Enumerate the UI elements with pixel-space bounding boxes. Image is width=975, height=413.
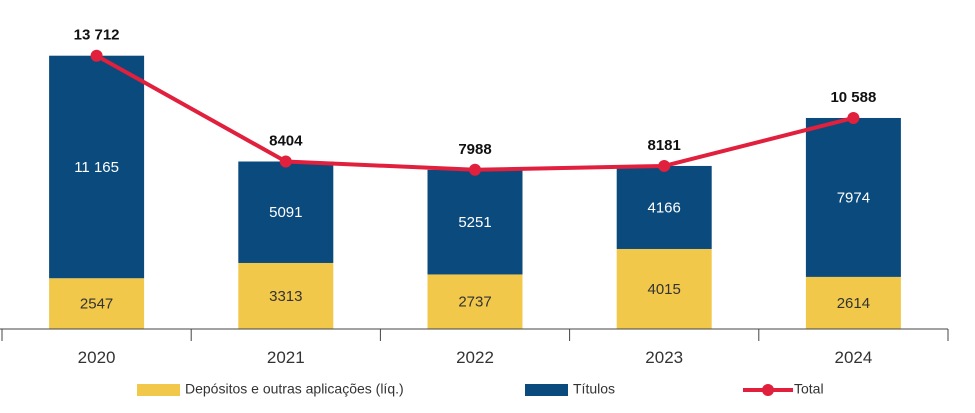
x-tick-label: 2022 — [456, 348, 494, 367]
legend-label-total: Total — [794, 381, 824, 397]
bar-value-label: 2737 — [458, 294, 491, 311]
legend-label-depositos: Depósitos e outras aplicações (líq.) — [185, 381, 404, 397]
bar-value-label: 4166 — [648, 199, 681, 216]
bar-value-label: 2614 — [837, 295, 870, 312]
total-line-layer: 13 712 8404 7988 8181 10 588 — [74, 27, 876, 176]
x-tick-label: 2024 — [834, 348, 872, 367]
total-point-2021 — [279, 155, 292, 168]
total-value-label: 13 712 — [74, 27, 120, 44]
bar-depositos-2024 — [805, 276, 901, 329]
bar-depositos-2021 — [238, 262, 334, 329]
total-value-label: 10 588 — [830, 89, 876, 106]
bar-titulos-2022 — [427, 169, 523, 275]
bar-value-label: 11 165 — [74, 159, 119, 176]
bars-layer: 2547 11 165 3313 5091 2737 5251 4015 4166 2614 79… — [49, 55, 901, 329]
bar-depositos-2020 — [49, 278, 145, 329]
x-tick-label: 2021 — [267, 348, 305, 367]
legend-swatch-titulos — [525, 384, 568, 396]
total-point-2020 — [90, 49, 103, 62]
bar-depositos-2023 — [616, 248, 712, 329]
bar-titulos-2021 — [238, 161, 334, 263]
bar-value-label: 2547 — [80, 296, 113, 313]
total-point-2023 — [658, 159, 671, 172]
legend-swatch-depositos — [137, 384, 180, 396]
total-point-2024 — [847, 111, 860, 124]
bar-value-label: 4015 — [648, 281, 681, 298]
x-axis: 2020 2021 2022 2023 2024 — [0, 328, 949, 367]
legend-label-titulos: Títulos — [573, 381, 615, 397]
bar-value-label: 5251 — [458, 214, 491, 231]
total-point-2022 — [469, 163, 481, 176]
bar-depositos-2022 — [427, 274, 523, 329]
total-value-label: 8404 — [269, 132, 303, 149]
bar-value-label: 7974 — [837, 189, 870, 206]
bar-value-label: 5091 — [269, 204, 302, 221]
bar-titulos-2023 — [616, 165, 712, 249]
bar-titulos-2020 — [49, 55, 145, 279]
x-tick-label: 2023 — [645, 348, 683, 367]
total-value-label: 7988 — [458, 141, 491, 158]
bar-titulos-2024 — [805, 117, 901, 277]
total-value-label: 8181 — [648, 137, 681, 154]
bar-value-label: 3313 — [269, 288, 302, 305]
x-tick-label: 2020 — [78, 348, 116, 367]
legend-marker-total — [762, 384, 774, 396]
legend: Depósitos e outras aplicações (líq.) Títu… — [137, 381, 824, 397]
